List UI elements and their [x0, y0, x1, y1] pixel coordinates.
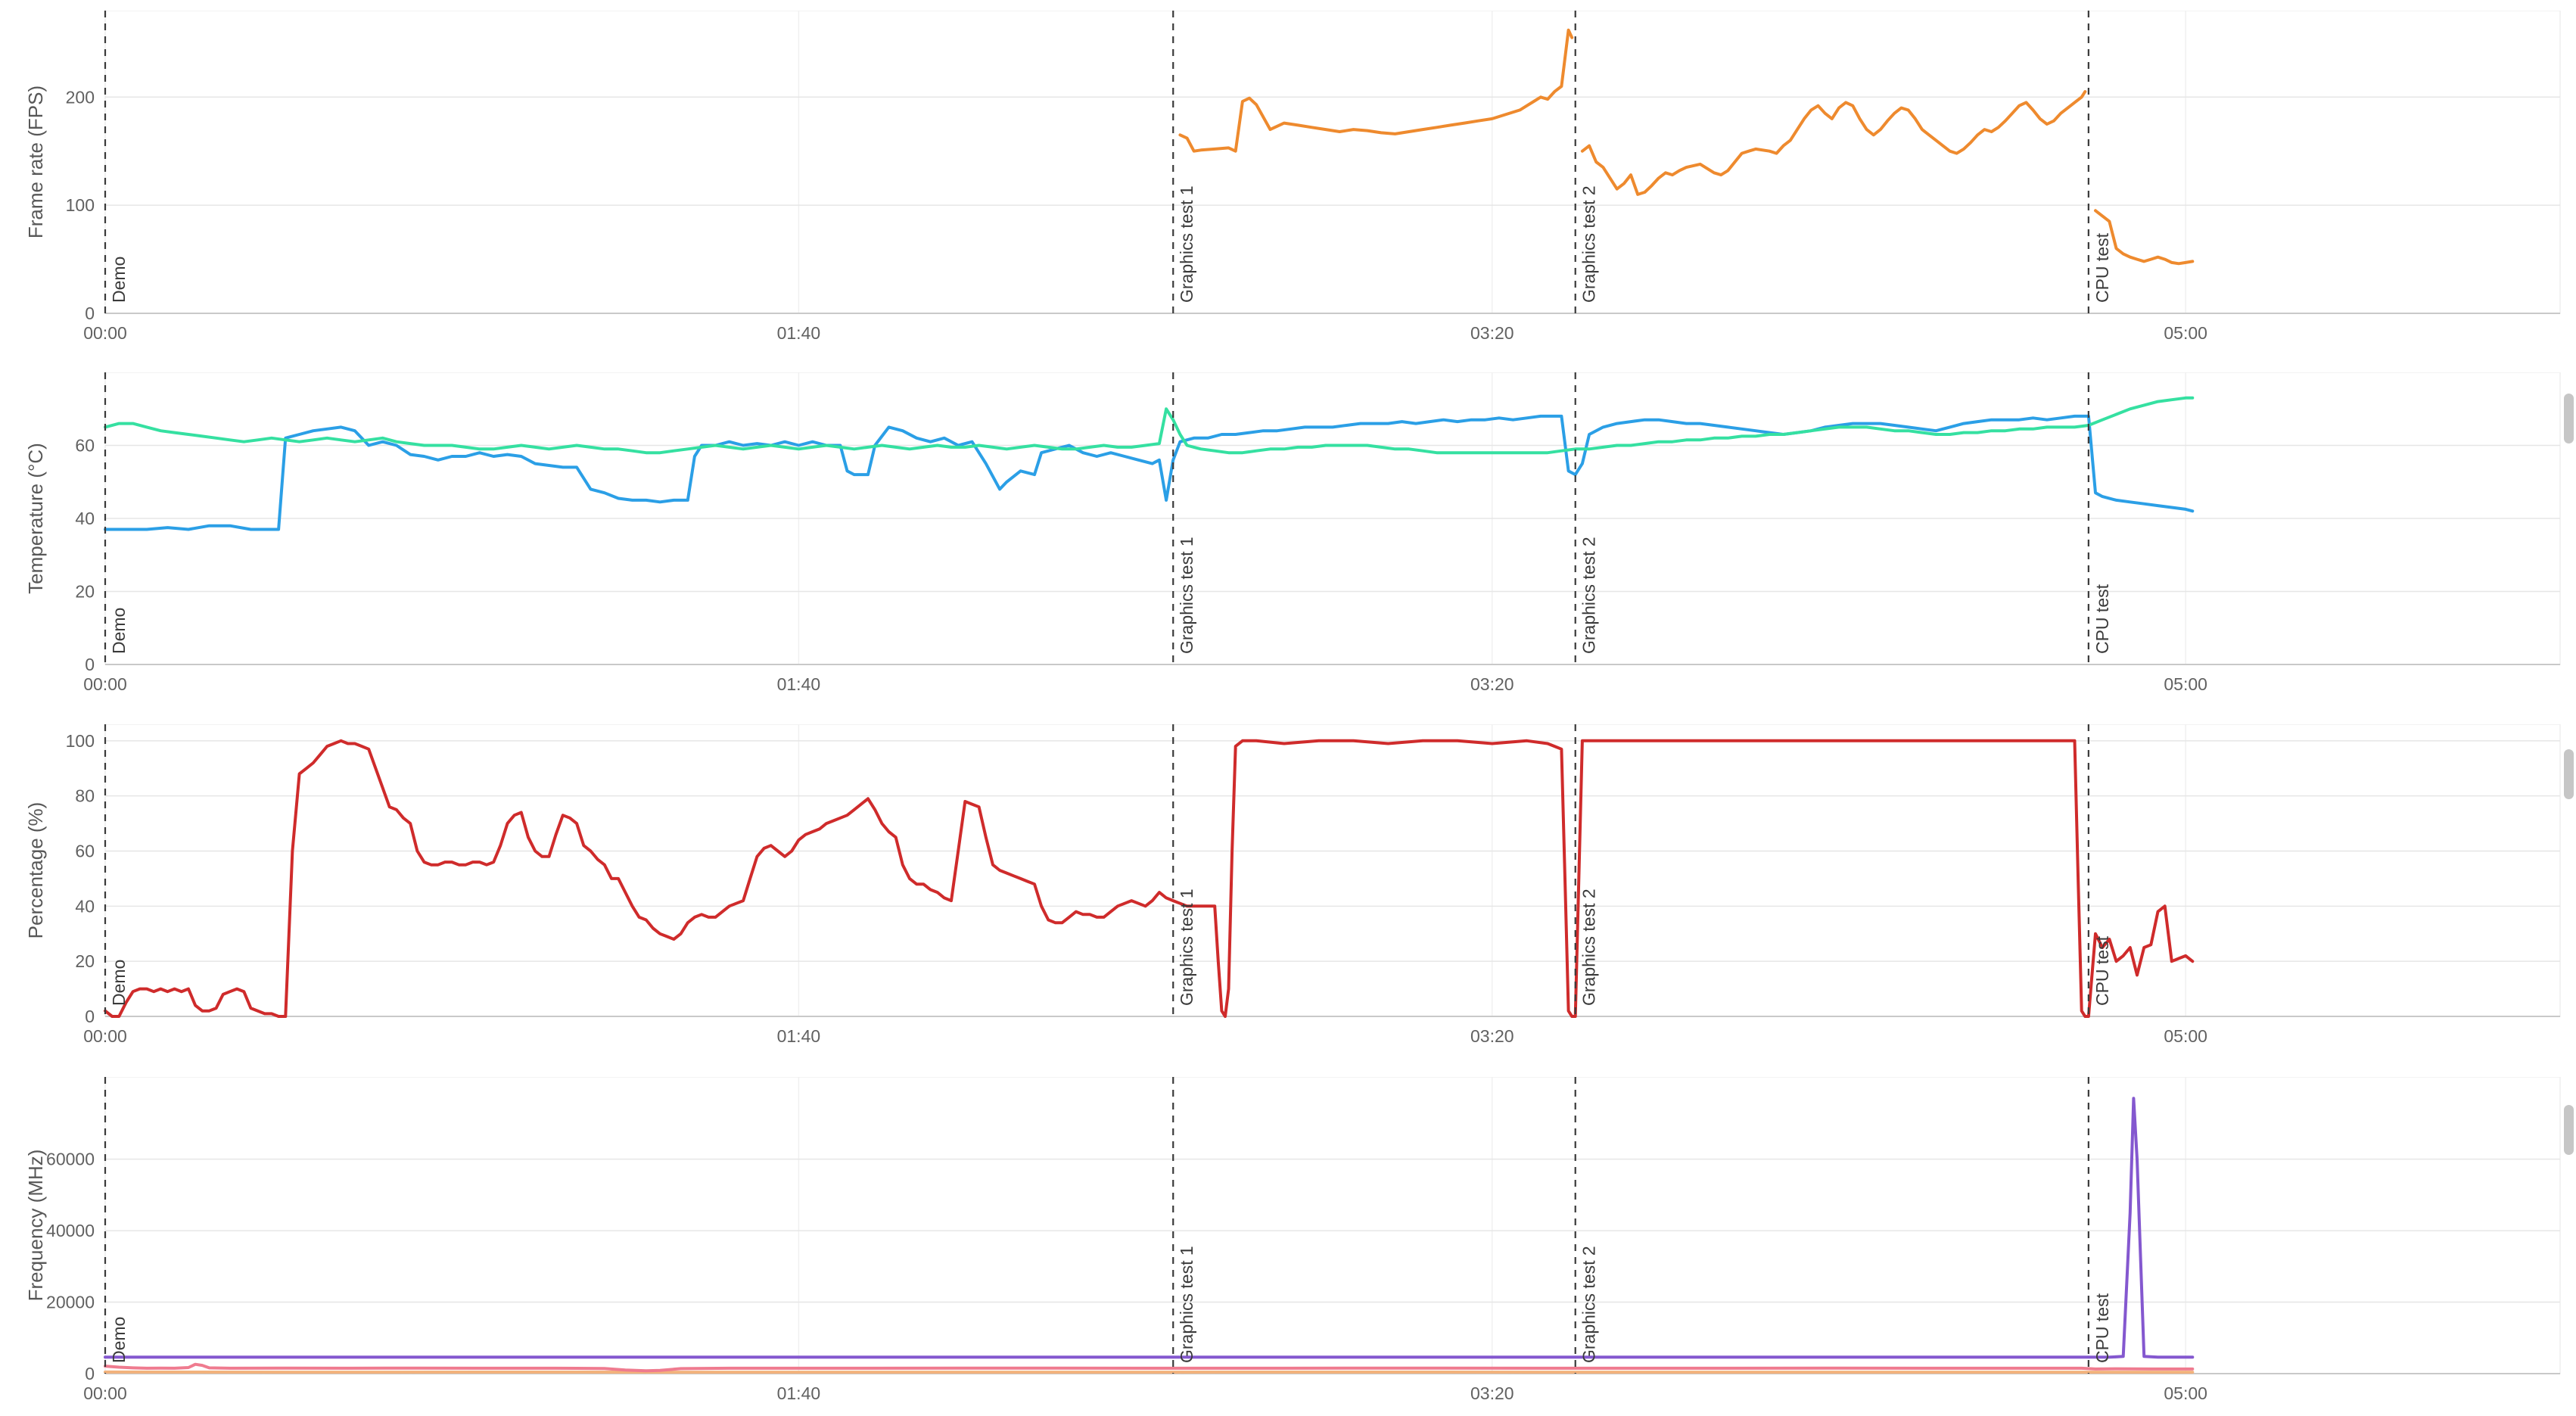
x-tick-label: 00:00	[83, 674, 127, 694]
y-tick-label: 20000	[46, 1293, 95, 1312]
scrollbar-thumb[interactable]	[2564, 749, 2574, 799]
frame-rate-chart: 0 100 200 00:00 01:40 03:20 05:00 Frame rate (F…	[0, 10, 2576, 355]
chart-canvas: 0 20 40 60 80 100 00:00 01:40 03:20 05:00 Percenta…	[24, 724, 2561, 1046]
event-label: CPU test	[2092, 935, 2112, 1006]
x-tick-label: 00:00	[83, 323, 127, 343]
event-label: Graphics test 2	[1579, 185, 1599, 303]
y-tick-label: 0	[85, 303, 95, 323]
x-tick-label: 00:00	[83, 1383, 127, 1403]
chart-row-frequency: 0 20000 40000 60000 00:00 01:40 03:20 05:00 Freq…	[0, 1076, 2576, 1411]
series-blue-line	[104, 414, 2195, 531]
event-label: Graphics test 2	[1579, 537, 1599, 654]
chart-canvas: 0 20000 40000 60000 00:00 01:40 03:20 05:00 Freq…	[24, 1076, 2561, 1403]
series-orange-line	[2094, 209, 2195, 266]
y-tick-label: 20	[75, 951, 95, 971]
series-pink-line	[104, 1362, 2195, 1373]
y-tick-label: 100	[66, 195, 95, 215]
y-tick-label: 40	[75, 896, 95, 916]
series-green-line	[104, 396, 2195, 455]
y-axis-title: Temperature (°C)	[24, 443, 47, 594]
chart-row-frame-rate: 0 100 200 00:00 01:40 03:20 05:00 Frame rate (F…	[0, 10, 2576, 351]
y-tick-label: 0	[85, 655, 95, 674]
x-tick-label: 01:40	[777, 674, 821, 694]
event-label: Graphics test 2	[1579, 1246, 1599, 1363]
event-label: CPU test	[2092, 584, 2112, 654]
chart-row-percentage: 0 20 40 60 80 100 00:00 01:40 03:20 05:00 Percenta…	[0, 724, 2576, 1054]
event-label: Demo	[109, 960, 129, 1006]
event-label: Graphics test 1	[1177, 537, 1196, 654]
series-orange-line	[1178, 28, 1574, 153]
event-label: Demo	[109, 608, 129, 654]
y-tick-label: 60000	[46, 1150, 95, 1169]
y-tick-label: 60	[75, 842, 95, 861]
chart-canvas: 0 100 200 00:00 01:40 03:20 05:00 Frame rate (F…	[24, 10, 2561, 343]
x-tick-label: 05:00	[2164, 323, 2207, 343]
frequency-chart: 0 20000 40000 60000 00:00 01:40 03:20 05:00 Freq…	[0, 1076, 2576, 1415]
y-tick-label: 20	[75, 582, 95, 602]
scrollbar-thumb[interactable]	[2564, 1105, 2574, 1155]
x-tick-label: 00:00	[83, 1026, 127, 1046]
event-label: CPU test	[2092, 232, 2112, 303]
y-tick-label: 0	[85, 1007, 95, 1026]
y-tick-label: 40000	[46, 1221, 95, 1240]
y-axis-title: Percentage (%)	[24, 802, 47, 939]
scrollbar-thumb[interactable]	[2564, 394, 2574, 443]
y-tick-label: 80	[75, 786, 95, 806]
x-tick-label: 03:20	[1470, 323, 1514, 343]
y-axis-title: Frequency (MHz)	[24, 1150, 47, 1302]
y-axis-title: Frame rate (FPS)	[24, 86, 47, 238]
temperature-chart: 0 20 40 60 00:00 01:40 03:20 05:00 Temperature (…	[0, 372, 2576, 706]
event-label: CPU test	[2092, 1293, 2112, 1363]
event-label: Graphics test 1	[1177, 1246, 1196, 1363]
y-tick-label: 0	[85, 1364, 95, 1383]
y-tick-label: 40	[75, 509, 95, 528]
event-label: Graphics test 1	[1177, 889, 1196, 1006]
event-label: Graphics test 1	[1177, 185, 1196, 303]
series-orange-line	[1580, 90, 2087, 196]
x-tick-label: 01:40	[777, 1383, 821, 1403]
x-tick-label: 01:40	[777, 1026, 821, 1046]
event-label: Demo	[109, 257, 129, 303]
chart-canvas: 0 20 40 60 00:00 01:40 03:20 05:00 Temperature (…	[24, 372, 2561, 694]
event-label: Graphics test 2	[1579, 889, 1599, 1006]
y-tick-label: 200	[66, 87, 95, 107]
x-tick-label: 05:00	[2164, 1383, 2207, 1403]
series-red-line	[104, 739, 2195, 1018]
x-tick-label: 03:20	[1470, 674, 1514, 694]
percentage-chart: 0 20 40 60 80 100 00:00 01:40 03:20 05:00 Percenta…	[0, 724, 2576, 1058]
x-tick-label: 05:00	[2164, 674, 2207, 694]
x-tick-label: 03:20	[1470, 1383, 1514, 1403]
series-purple-line	[104, 1097, 2195, 1359]
event-label: Demo	[109, 1317, 129, 1363]
y-tick-label: 100	[66, 731, 95, 751]
x-tick-label: 01:40	[777, 323, 821, 343]
x-tick-label: 05:00	[2164, 1026, 2207, 1046]
chart-row-temperature: 0 20 40 60 00:00 01:40 03:20 05:00 Temperature (…	[0, 372, 2576, 702]
x-tick-label: 03:20	[1470, 1026, 1514, 1046]
y-tick-label: 60	[75, 436, 95, 456]
